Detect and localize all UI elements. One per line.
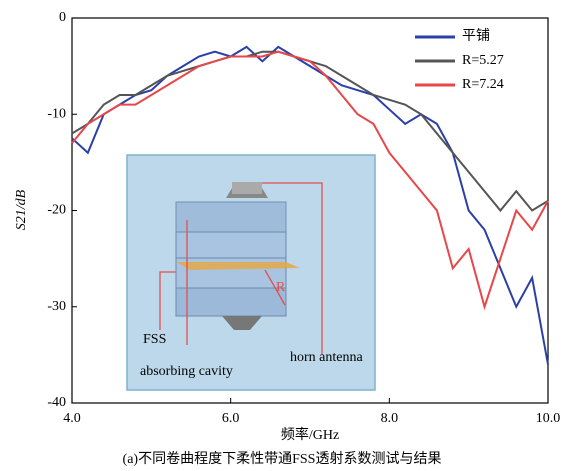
y-axis-label: S21/dB: [14, 189, 29, 230]
annotation: FSS: [143, 332, 166, 347]
x-tick-label: 8.0: [381, 411, 399, 426]
y-tick-label: -40: [47, 395, 66, 410]
x-tick-label: 6.0: [222, 411, 240, 426]
legend-label: 平铺: [462, 28, 490, 44]
x-tick-label: 4.0: [63, 411, 81, 426]
inset-diagram: FSS absorbing cavity horn antenna R: [127, 155, 375, 390]
annotation: horn antenna: [290, 350, 363, 365]
y-tick-label: -20: [47, 203, 66, 218]
chart: FSS absorbing cavity horn antenna R S21/…: [0, 0, 563, 471]
annotation: R: [276, 280, 286, 295]
y-tick-label: -10: [47, 106, 66, 121]
y-tick-label: -30: [47, 299, 66, 314]
x-tick-label: 10.0: [536, 411, 561, 426]
legend-label: R=5.27: [462, 53, 504, 68]
x-axis-label: 频率/GHz: [281, 426, 339, 443]
legend-label: R=7.24: [462, 77, 504, 92]
annotation: absorbing cavity: [140, 364, 233, 379]
caption: (a)不同卷曲程度下柔性带通FSS透射系数测试与结果: [123, 451, 442, 467]
y-tick-label: 0: [59, 10, 66, 25]
